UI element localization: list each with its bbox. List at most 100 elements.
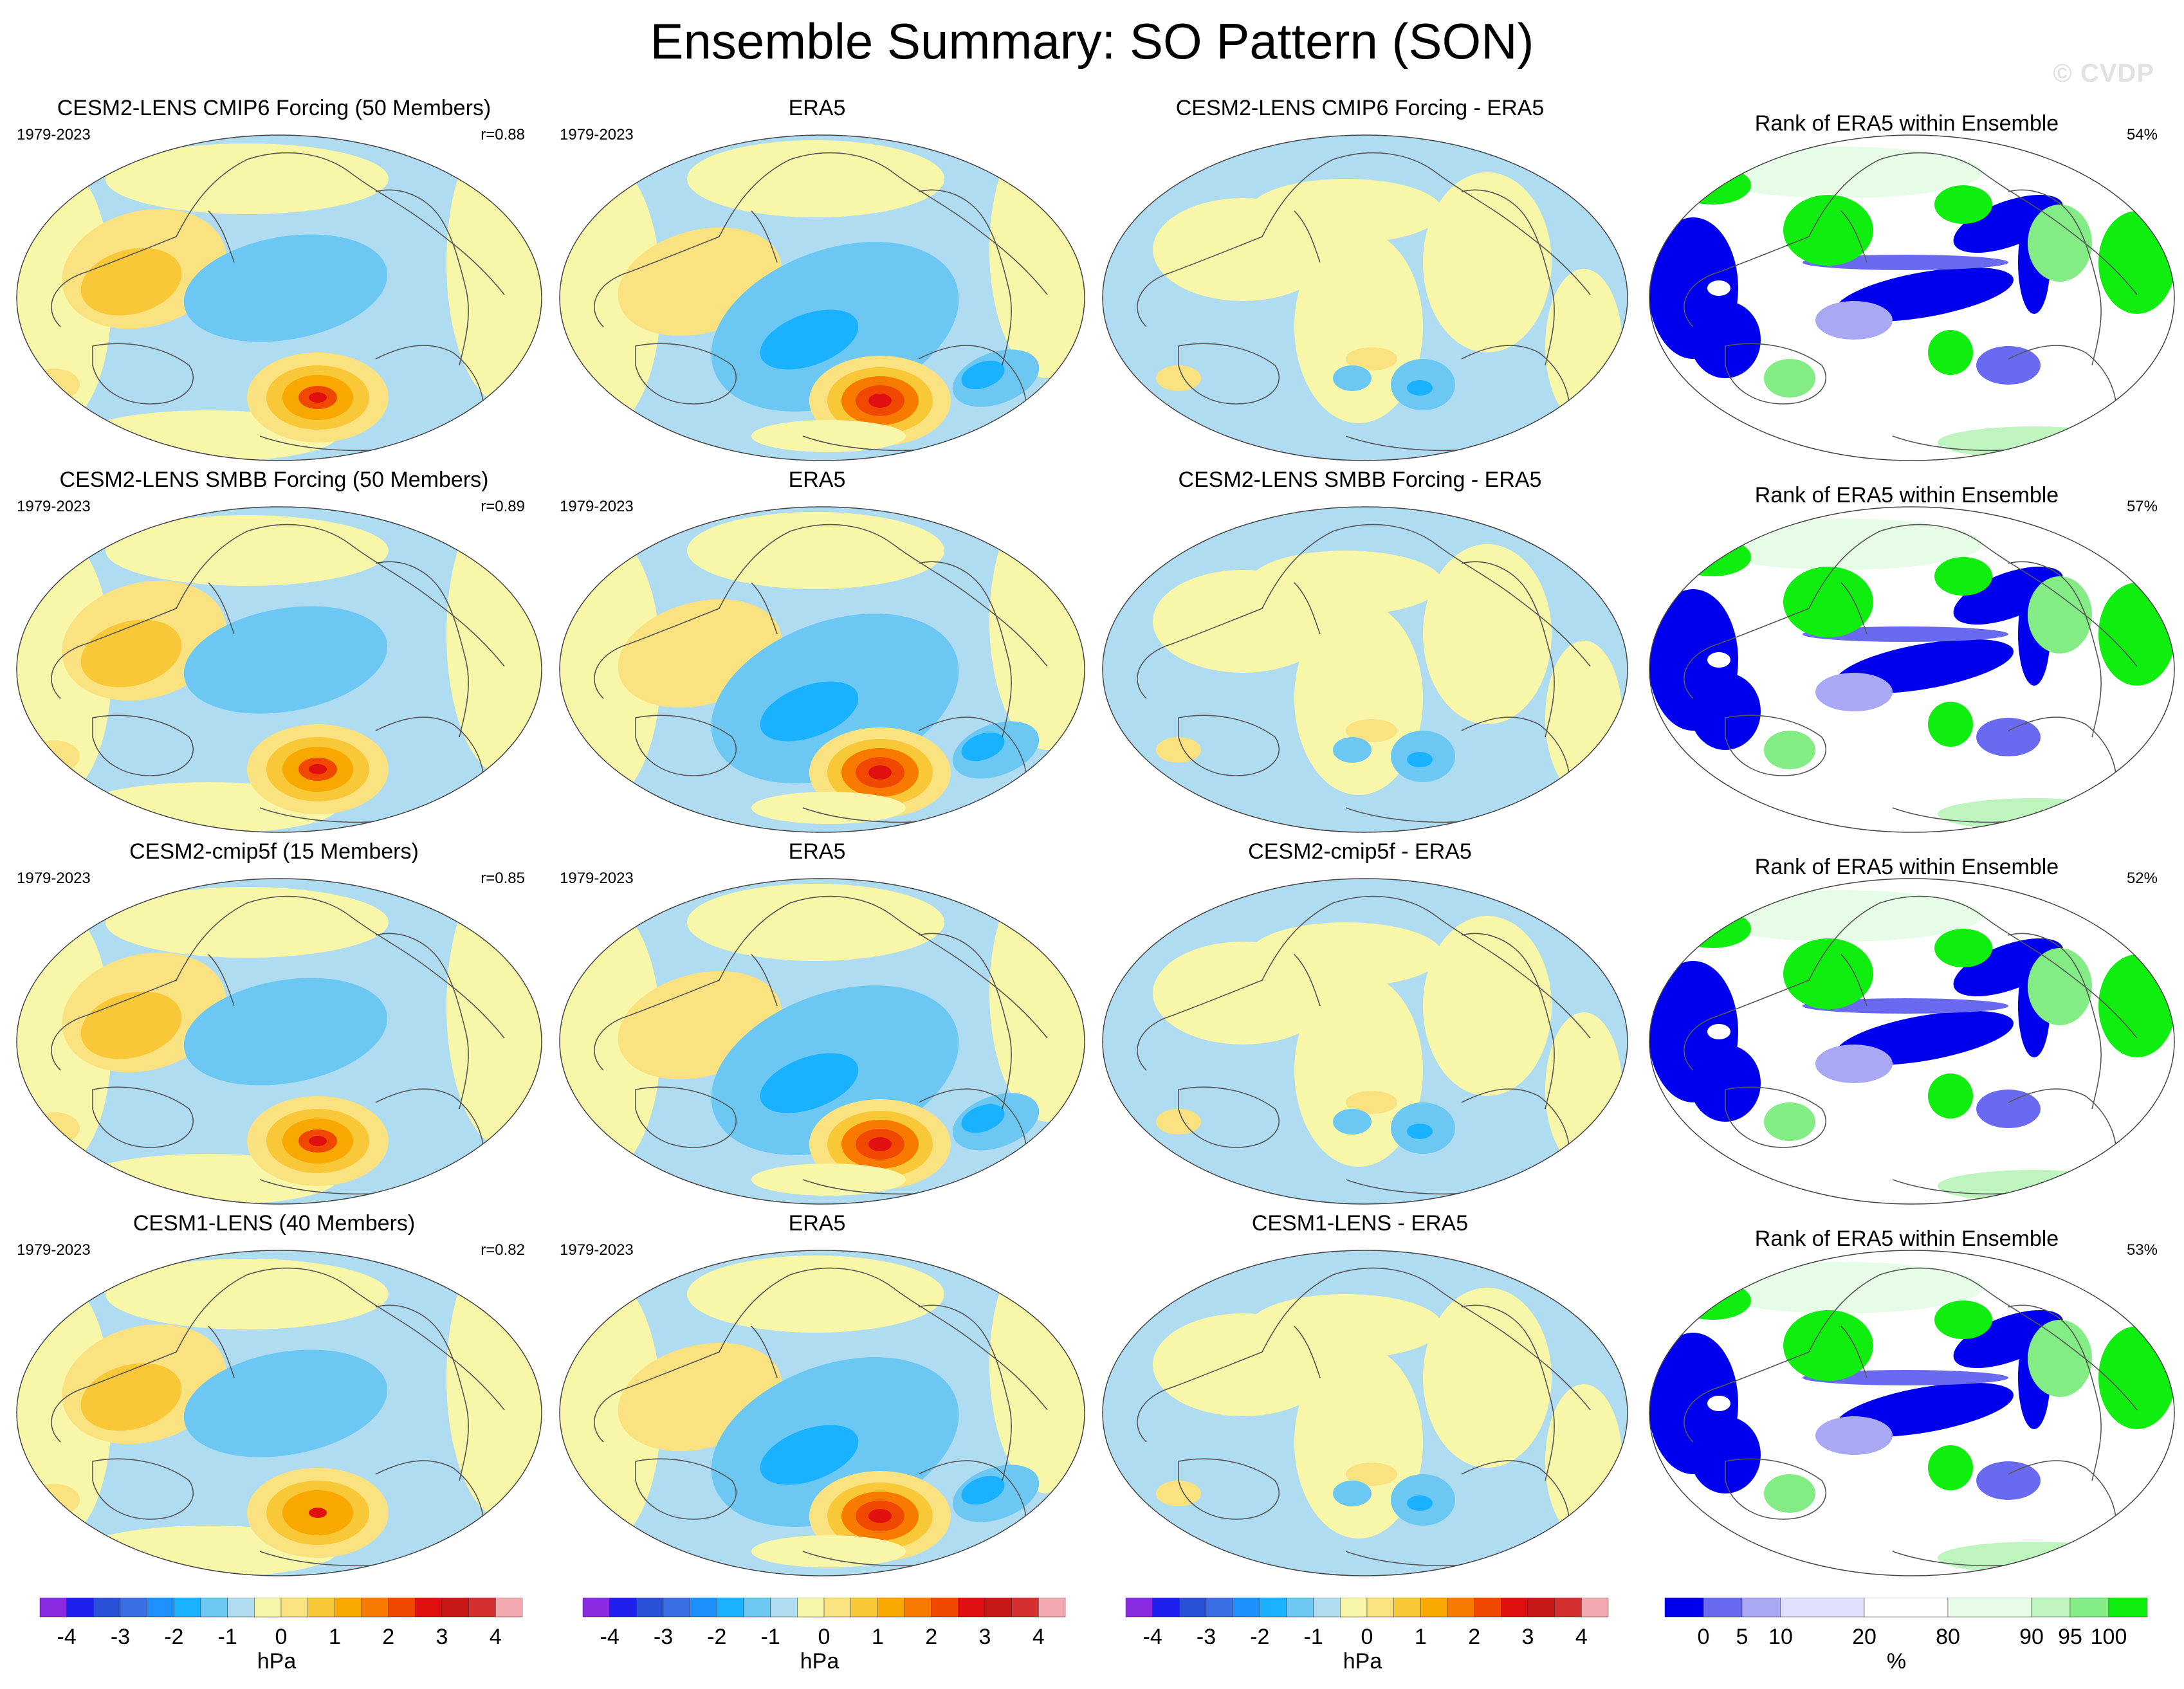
analysis-period: 1979-2023 [560,126,634,143]
coastline [1684,1267,2138,1443]
coastline [2008,933,2102,1109]
panel-title: CESM1-LENS (40 Members) [133,1211,416,1236]
coastline [1294,954,1321,1007]
coastline [594,152,1048,327]
field-positive-indian [1156,1109,1201,1135]
rank-green-indian [1764,731,1815,769]
colorbar-swatch [797,1598,825,1618]
colorbar-tick-label: -4 [1143,1625,1162,1649]
colorbar-tick-label: 5 [1736,1625,1748,1649]
field-negative-band [253,270,318,280]
field-positive-north [106,887,389,958]
coastline [918,933,1012,1109]
rank-light-green-south [1938,1170,2131,1202]
field-negative-atlantic-core [961,1104,1005,1133]
field-negative-core [760,1425,859,1485]
coastline [51,524,505,699]
coastline [1461,1304,1555,1481]
colorbar-units: hPa [257,1649,297,1674]
panel-title: CESM2-LENS CMIP6 Forcing - ERA5 [1175,96,1545,120]
rank-light-blue [1815,673,1893,711]
coastline [1684,524,2138,699]
rank-white-hole [1707,1396,1730,1411]
panel-title: CESM2-cmip5f (15 Members) [129,839,419,864]
coastline [1684,152,2138,327]
panel-title: Rank of ERA5 within Ensemble [1754,111,2059,136]
field-positive-pacific [1294,1346,1423,1538]
coastline [375,189,469,366]
coastline [594,1267,1048,1443]
global-map [1102,1250,1628,1576]
rank-green-asia [1783,195,1873,266]
coastline [1178,1086,1280,1148]
coastline [208,210,235,263]
rank-green-north [1934,185,1992,224]
rank-blue-west-2 [1690,673,1761,750]
colorbar-tick-label: 100 [2091,1625,2127,1649]
global-map [16,506,542,833]
coastline [51,895,505,1071]
pattern-correlation: r=0.88 [481,126,525,143]
coastline [1294,1326,1321,1378]
colorbar-tick-label: 1 [329,1625,341,1649]
coastline [635,715,737,776]
rank-green-east [2098,583,2174,686]
field-positive-east [1545,1384,1622,1538]
coastline [1178,343,1280,405]
analysis-period: 1979-2023 [17,870,91,887]
coastline [1137,1267,1591,1443]
rank-light-blue [1815,1416,1893,1455]
colorbar-swatch [335,1598,362,1618]
map-panel-ensemble-row-3: CESM2-cmip5f (15 Members) 1979-2023 r=0.85 [4,839,544,1210]
panel-title: CESM2-LENS SMBB Forcing - ERA5 [1178,468,1542,492]
rank-blue-north-pacific [1953,1310,2064,1369]
colorbar-swatch [1741,1598,1781,1618]
field-positive-east [1545,1012,1622,1167]
coastline [92,1458,194,1520]
colorbar-tick-label: 95 [2058,1625,2082,1649]
colorbar-tick-label: 3 [436,1625,448,1649]
rank-green-south [1928,702,1973,747]
panel-title: CESM1-LENS - ERA5 [1251,1211,1469,1236]
rank-blue-south [1976,1461,2041,1500]
coastline [1178,1458,1280,1520]
colorbar-swatch [280,1598,308,1618]
coastline [635,343,737,405]
field-positive-indian [1156,737,1201,763]
field-positive-north [106,515,389,586]
coastline [1684,895,2138,1071]
colorbar-tick-label: 4 [1032,1625,1045,1649]
map-border [1649,134,2175,461]
field-negative-drake-core [1407,1124,1433,1139]
colorbar-swatch [1179,1598,1207,1618]
colorbar-tick-label: -3 [111,1625,130,1649]
colorbar-swatch [1554,1598,1582,1618]
map-panel-ensemble-row-4: CESM1-LENS (40 Members) 1979-2023 r=0.82 [4,1210,544,1582]
rank-green-indian [1764,1474,1815,1513]
colorbar-hpa-1: -4 -3 -2 -1 0 1 2 3 4 hPa [6,1598,547,1681]
field-high-centre-peak [309,1508,327,1518]
field-negative-core [760,309,859,370]
colorbar-tick-label: -4 [57,1625,77,1649]
coastline [2008,189,2102,366]
coastline [375,933,469,1109]
colorbar-swatch [823,1598,851,1618]
field-high-centre-peak [868,765,892,780]
colorbar-swatch [1366,1598,1394,1618]
coastline [594,895,1048,1071]
global-map [1102,134,1628,461]
coastline [1461,561,1555,738]
field-positive-indian-ocean [28,369,80,401]
colorbar-swatch [1260,1598,1287,1618]
rank-green-north [1934,1301,1992,1339]
coastline [594,524,1048,699]
colorbar-tick-label: -2 [707,1625,726,1649]
colorbar-swatch [361,1598,389,1618]
field-high-centre-peak [868,1137,892,1151]
colorbar-swatch [227,1598,255,1618]
colorbar-tick-label: 0 [1361,1625,1373,1649]
map-panel-rank-row-3: Rank of ERA5 within Ensemble 52% [1637,839,2177,1210]
coastline [635,1458,737,1520]
analysis-period: 1979-2023 [17,1241,91,1259]
coastline [1840,954,1867,1007]
